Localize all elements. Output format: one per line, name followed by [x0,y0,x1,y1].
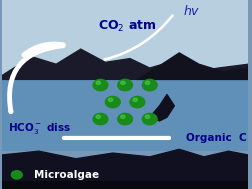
Circle shape [133,98,137,101]
Bar [2,0,247,79]
Circle shape [108,98,112,101]
Circle shape [142,79,156,91]
Text: CO$_2$ atm: CO$_2$ atm [98,19,156,34]
Text: HCO$_3^-$ diss: HCO$_3^-$ diss [8,121,70,136]
Text: Organic  C: Organic C [185,133,245,143]
Polygon shape [2,49,247,79]
Circle shape [93,79,107,91]
FancyArrowPatch shape [24,44,63,55]
Polygon shape [137,53,247,79]
Text: Microalgae: Microalgae [34,170,99,180]
FancyArrowPatch shape [10,46,63,112]
Circle shape [93,113,107,125]
Circle shape [96,81,100,84]
Circle shape [117,79,132,91]
Text: $hv$: $hv$ [182,4,200,18]
Circle shape [11,171,22,179]
Circle shape [142,113,156,125]
Circle shape [145,115,149,119]
Bar [2,76,247,151]
Circle shape [120,115,124,119]
Circle shape [105,96,120,108]
Polygon shape [149,94,174,121]
Circle shape [120,81,124,84]
Circle shape [117,113,132,125]
Circle shape [130,96,144,108]
Circle shape [145,81,149,84]
FancyArrowPatch shape [104,15,172,60]
Circle shape [96,115,100,119]
Polygon shape [2,149,247,189]
Bar [2,181,247,189]
